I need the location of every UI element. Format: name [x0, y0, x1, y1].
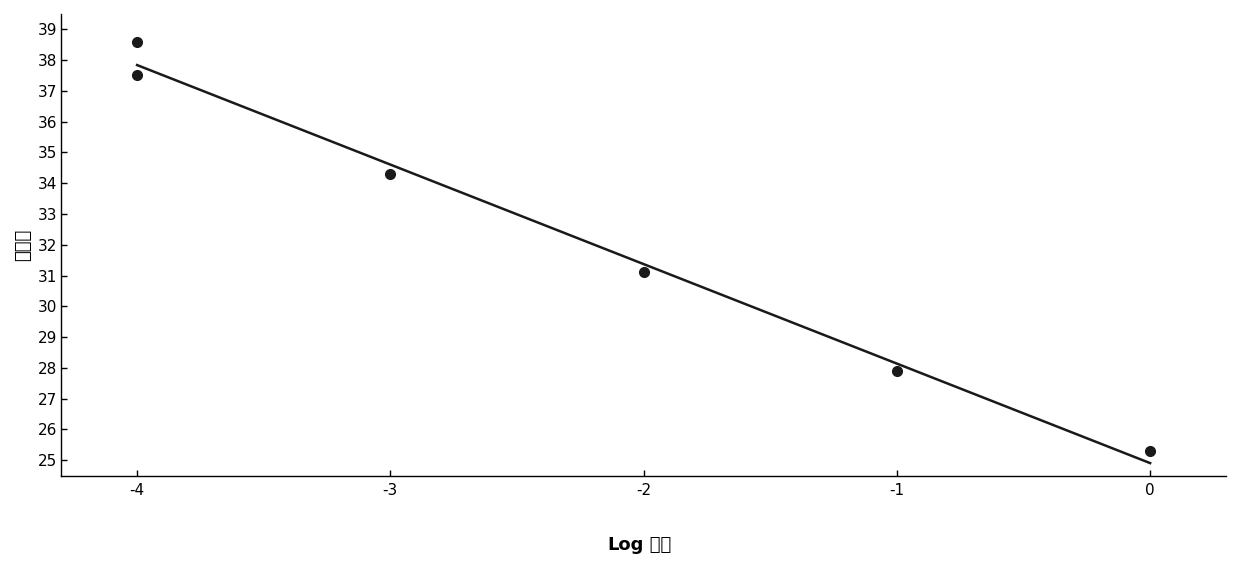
Text: 浓度: 浓度 [644, 536, 671, 554]
Point [887, 367, 906, 376]
Text: Log: Log [608, 536, 644, 554]
Y-axis label: 交叉点: 交叉点 [14, 228, 32, 261]
Point [1141, 447, 1161, 456]
Point [128, 37, 148, 46]
Point [381, 169, 401, 178]
Point [634, 268, 653, 277]
Point [128, 71, 148, 80]
